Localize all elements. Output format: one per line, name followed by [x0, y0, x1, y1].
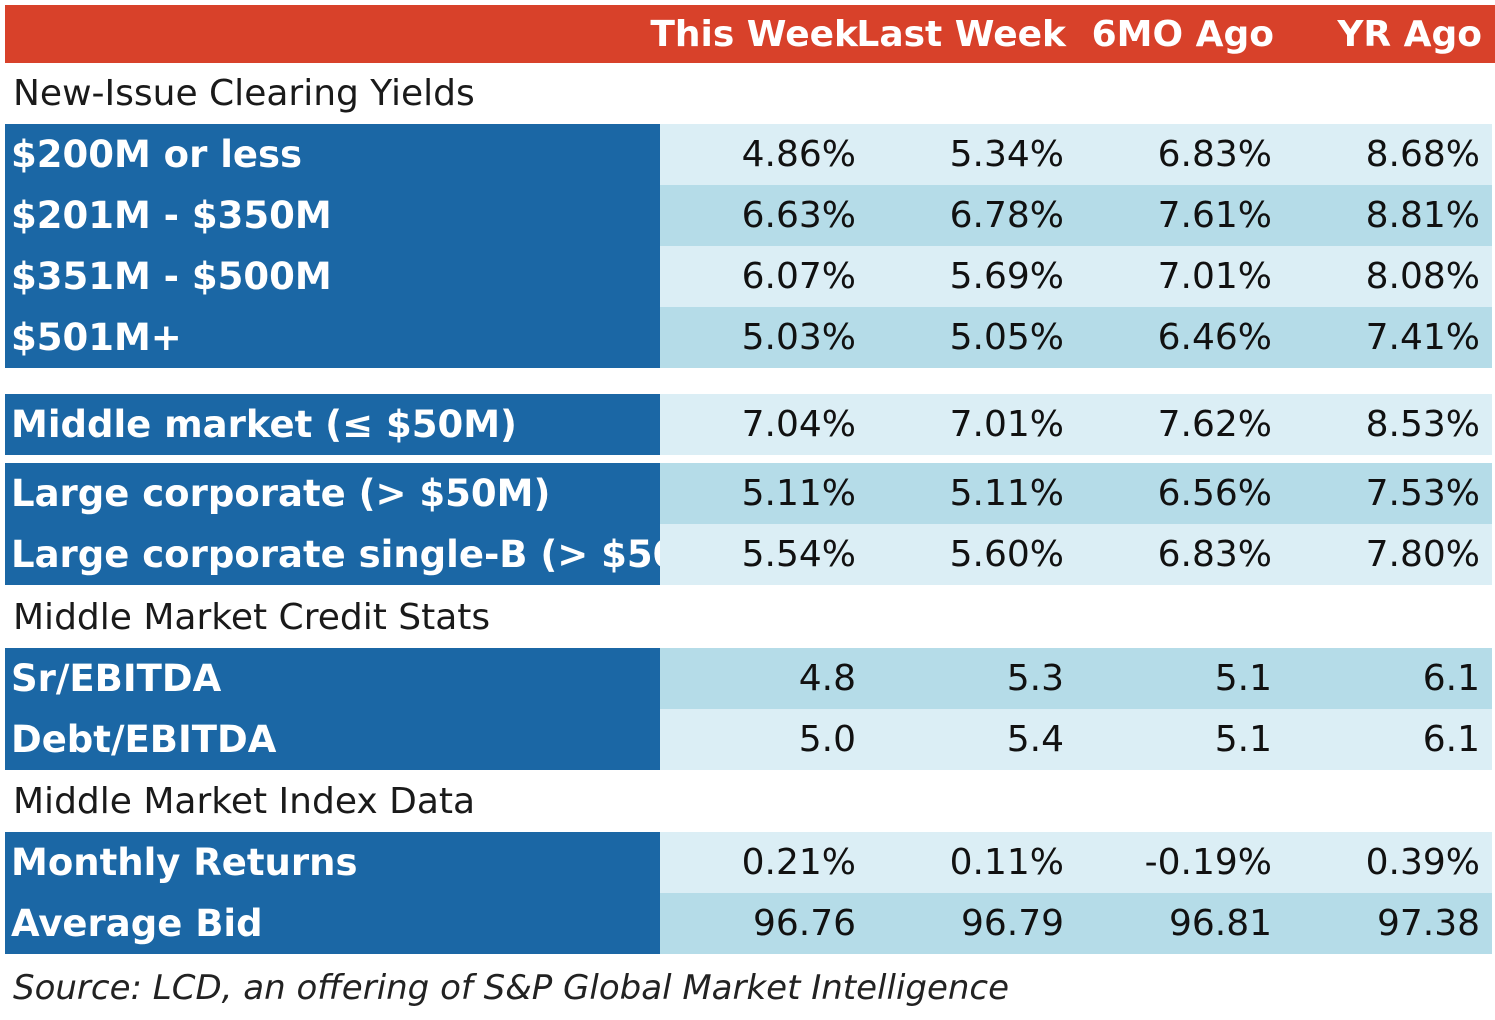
table-cell: 7.01% [1076, 246, 1284, 307]
section-title-row: Middle Market Index Data [5, 771, 1495, 831]
column-header-last-week: Last Week [856, 13, 1066, 55]
header-row: This Week Last Week 6MO Ago YR Ago [5, 5, 1495, 63]
table-row: Debt/EBITDA 5.0 5.4 5.1 6.1 [5, 709, 1495, 770]
table-cell: 97.38 [1284, 893, 1492, 954]
table-cell: 5.69% [868, 246, 1076, 307]
table-cell: 96.81 [1076, 893, 1284, 954]
section-title-row: Middle Market Credit Stats [5, 587, 1495, 647]
table-row: Large corporate (> $50M) 5.11% 5.11% 6.5… [5, 463, 1495, 524]
table-cell: 7.61% [1076, 185, 1284, 246]
table-cell: 5.34% [868, 124, 1076, 185]
table-row: $201M - $350M 6.63% 6.78% 7.61% 8.81% [5, 185, 1495, 246]
table-cell: 7.80% [1284, 524, 1492, 585]
section-title: Middle Market Index Data [13, 780, 476, 822]
table-cell: 5.11% [660, 463, 868, 524]
row-label: $351M - $500M [5, 246, 660, 307]
table-row: Sr/EBITDA 4.8 5.3 5.1 6.1 [5, 648, 1495, 709]
row-label: Large corporate single-B (> $50M) [5, 524, 660, 585]
table-cell: 7.41% [1284, 307, 1492, 368]
table-cell: 8.08% [1284, 246, 1492, 307]
row-label: Average Bid [5, 893, 660, 954]
row-label: Large corporate (> $50M) [5, 463, 660, 524]
table-cell: 0.39% [1284, 832, 1492, 893]
row-label: Middle market (≤ $50M) [5, 394, 660, 455]
column-header-yr-ago: YR Ago [1337, 13, 1482, 55]
row-label: $501M+ [5, 307, 660, 368]
table-cell: 5.3 [868, 648, 1076, 709]
table-cell: 6.56% [1076, 463, 1284, 524]
table-cell: 5.03% [660, 307, 868, 368]
table-cell: 0.21% [660, 832, 868, 893]
table-cell: 7.01% [868, 394, 1076, 455]
table-cell: 7.04% [660, 394, 868, 455]
table-cell: 6.78% [868, 185, 1076, 246]
table-cell: 96.79 [868, 893, 1076, 954]
table-cell: 5.1 [1076, 648, 1284, 709]
section-title-row: New-Issue Clearing Yields [5, 63, 1495, 123]
table-cell: 5.05% [868, 307, 1076, 368]
row-label: $200M or less [5, 124, 660, 185]
table-cell: -0.19% [1076, 832, 1284, 893]
table-row: Large corporate single-B (> $50M) 5.54% … [5, 524, 1495, 585]
table-cell: 6.83% [1076, 124, 1284, 185]
table-cell: 5.1 [1076, 709, 1284, 770]
column-header-this-week: This Week [650, 13, 858, 55]
table-cell: 5.11% [868, 463, 1076, 524]
table-cell: 5.4 [868, 709, 1076, 770]
row-label: Debt/EBITDA [5, 709, 660, 770]
table-cell: 4.86% [660, 124, 868, 185]
table-cell: 7.62% [1076, 394, 1284, 455]
row-label: Monthly Returns [5, 832, 660, 893]
table-cell: 8.53% [1284, 394, 1492, 455]
source-row: Source: LCD, an offering of S&P Global M… [5, 955, 1495, 1020]
table-cell: 8.68% [1284, 124, 1492, 185]
row-label: $201M - $350M [5, 185, 660, 246]
section-spacer [5, 368, 1495, 394]
table-cell: 6.83% [1076, 524, 1284, 585]
column-header-6mo-ago: 6MO Ago [1091, 13, 1274, 55]
header-label-cell [5, 5, 660, 63]
table-row: $200M or less 4.86% 5.34% 6.83% 8.68% [5, 124, 1495, 185]
table-cell: 6.46% [1076, 307, 1284, 368]
yield-table: This Week Last Week 6MO Ago YR Ago New-I… [5, 5, 1495, 1020]
table-cell: 6.1 [1284, 648, 1492, 709]
table-cell: 96.76 [660, 893, 868, 954]
table-row: $351M - $500M 6.07% 5.69% 7.01% 8.08% [5, 246, 1495, 307]
table-cell: 6.63% [660, 185, 868, 246]
table-row: $501M+ 5.03% 5.05% 6.46% 7.41% [5, 307, 1495, 368]
table-cell: 0.11% [868, 832, 1076, 893]
table-cell: 5.0 [660, 709, 868, 770]
table-cell: 4.8 [660, 648, 868, 709]
table-cell: 7.53% [1284, 463, 1492, 524]
table-row: Monthly Returns 0.21% 0.11% -0.19% 0.39% [5, 832, 1495, 893]
table-cell: 5.54% [660, 524, 868, 585]
table-row: Average Bid 96.76 96.79 96.81 97.38 [5, 893, 1495, 954]
section-title: Middle Market Credit Stats [13, 596, 491, 638]
table-row: Middle market (≤ $50M) 7.04% 7.01% 7.62%… [5, 394, 1495, 455]
source-note: Source: LCD, an offering of S&P Global M… [13, 967, 1010, 1008]
table-cell: 6.1 [1284, 709, 1492, 770]
table-cell: 6.07% [660, 246, 868, 307]
table-cell: 8.81% [1284, 185, 1492, 246]
row-label: Sr/EBITDA [5, 648, 660, 709]
section-title: New-Issue Clearing Yields [13, 72, 475, 114]
table-cell: 5.60% [868, 524, 1076, 585]
